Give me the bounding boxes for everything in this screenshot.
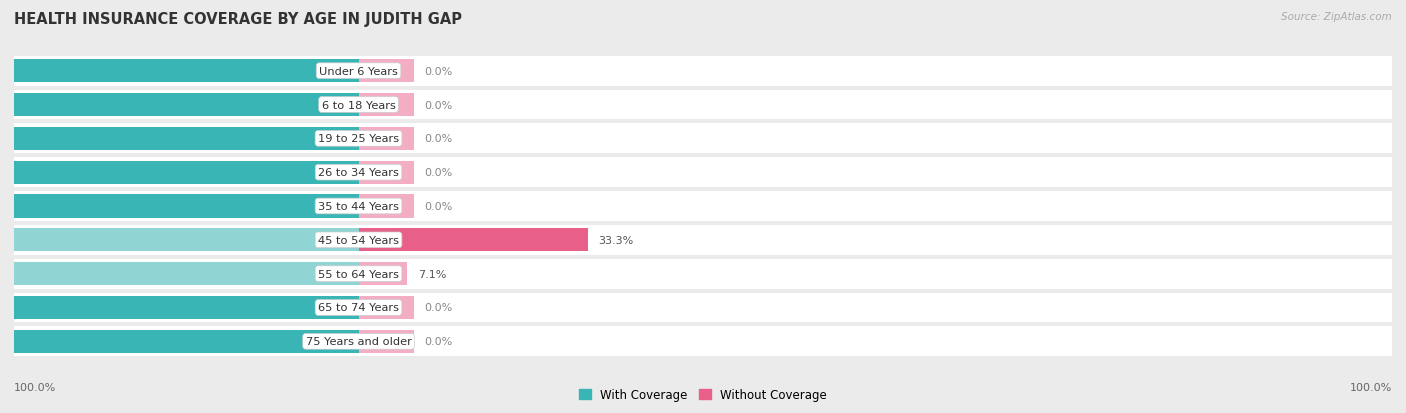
Bar	[0, 330, 359, 353]
Bar	[359, 263, 408, 285]
Text: 33.3%: 33.3%	[599, 235, 634, 245]
Text: HEALTH INSURANCE COVERAGE BY AGE IN JUDITH GAP: HEALTH INSURANCE COVERAGE BY AGE IN JUDI…	[14, 12, 463, 27]
Bar	[359, 195, 413, 218]
Text: 0.0%: 0.0%	[425, 337, 453, 347]
Text: 0.0%: 0.0%	[425, 202, 453, 211]
Bar	[359, 330, 413, 353]
Text: 100.0%: 100.0%	[14, 382, 56, 392]
Bar	[14, 259, 1392, 289]
Text: 65 to 74 Years: 65 to 74 Years	[318, 303, 399, 313]
Bar	[359, 94, 413, 117]
Bar	[0, 60, 359, 83]
Bar	[14, 158, 1392, 188]
Text: 100.0%: 100.0%	[1350, 382, 1392, 392]
Bar	[359, 296, 413, 319]
Bar	[0, 263, 359, 285]
Text: 7.1%: 7.1%	[418, 269, 446, 279]
Bar	[14, 225, 1392, 255]
Text: 0.0%: 0.0%	[425, 100, 453, 110]
Text: 75 Years and older: 75 Years and older	[305, 337, 412, 347]
Bar	[14, 57, 1392, 86]
Text: Source: ZipAtlas.com: Source: ZipAtlas.com	[1281, 12, 1392, 22]
Text: 19 to 25 Years: 19 to 25 Years	[318, 134, 399, 144]
Text: 35 to 44 Years: 35 to 44 Years	[318, 202, 399, 211]
Bar	[14, 327, 1392, 356]
Text: 45 to 54 Years: 45 to 54 Years	[318, 235, 399, 245]
Bar	[14, 124, 1392, 154]
Bar	[0, 296, 359, 319]
Bar	[0, 195, 359, 218]
Text: Under 6 Years: Under 6 Years	[319, 66, 398, 76]
Bar	[14, 293, 1392, 323]
Bar	[0, 161, 359, 184]
Text: 0.0%: 0.0%	[425, 303, 453, 313]
Text: 6 to 18 Years: 6 to 18 Years	[322, 100, 395, 110]
Bar	[14, 90, 1392, 120]
Bar	[0, 128, 359, 150]
Bar	[359, 60, 413, 83]
Bar	[359, 229, 588, 252]
Text: 26 to 34 Years: 26 to 34 Years	[318, 168, 399, 178]
Text: 0.0%: 0.0%	[425, 168, 453, 178]
Bar	[359, 161, 413, 184]
Text: 0.0%: 0.0%	[425, 66, 453, 76]
Bar	[359, 128, 413, 150]
Bar	[0, 229, 359, 252]
Bar	[0, 94, 359, 117]
Text: 0.0%: 0.0%	[425, 134, 453, 144]
Bar	[14, 192, 1392, 221]
Legend: With Coverage, Without Coverage: With Coverage, Without Coverage	[579, 389, 827, 401]
Text: 55 to 64 Years: 55 to 64 Years	[318, 269, 399, 279]
